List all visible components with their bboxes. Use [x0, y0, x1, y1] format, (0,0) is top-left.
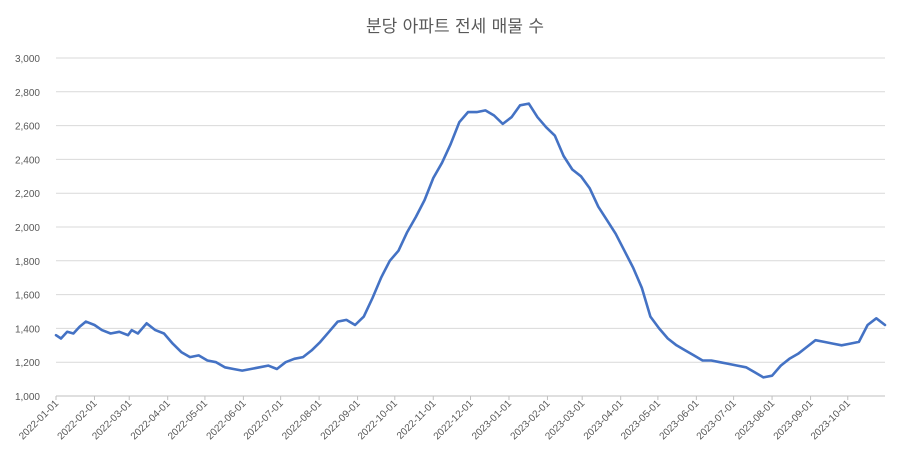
y-tick-label: 2,000: [15, 223, 40, 234]
y-tick-label: 2,400: [15, 155, 40, 166]
y-tick-label: 1,800: [15, 257, 40, 268]
y-tick-label: 1,600: [15, 291, 40, 302]
x-tick-label: 2023-10-01: [809, 398, 853, 442]
x-tick-label: 2023-07-01: [695, 398, 739, 442]
x-tick-label: 2023-05-01: [619, 398, 663, 442]
x-tick-label: 2022-10-01: [356, 398, 400, 442]
x-tick-label: 2022-08-01: [280, 398, 324, 442]
x-tick-label: 2023-01-01: [470, 398, 514, 442]
y-tick-label: 2,800: [15, 88, 40, 99]
x-tick-label: 2022-07-01: [242, 398, 286, 442]
y-tick-label: 1,400: [15, 324, 40, 335]
y-axis-ticks: 1,000 1,200 1,400 1,600 1,800 2,000 2,200 2,400…: [15, 54, 40, 403]
x-tick-label: 2023-08-01: [733, 398, 777, 442]
y-tick-label: 2,200: [15, 189, 40, 200]
x-tick-label: 2022-12-01: [432, 398, 476, 442]
x-tick-label: 2022-05-01: [166, 398, 210, 442]
y-tick-label: 1,000: [15, 392, 40, 403]
series-layer: [54, 102, 887, 379]
x-axis-ticks: 2022-01-012022-02-012022-03-012022-04-01…: [17, 396, 853, 442]
x-tick-label: 2022-01-01: [17, 398, 61, 442]
chart-title: 분당 아파트 전세 매물 수: [366, 17, 544, 37]
y-tick-label: 1,200: [15, 358, 40, 369]
series-line: [54, 102, 887, 379]
y-tick-label: 2,600: [15, 122, 40, 133]
gridlines: [56, 57, 885, 397]
y-tick-label: 3,000: [15, 54, 40, 65]
